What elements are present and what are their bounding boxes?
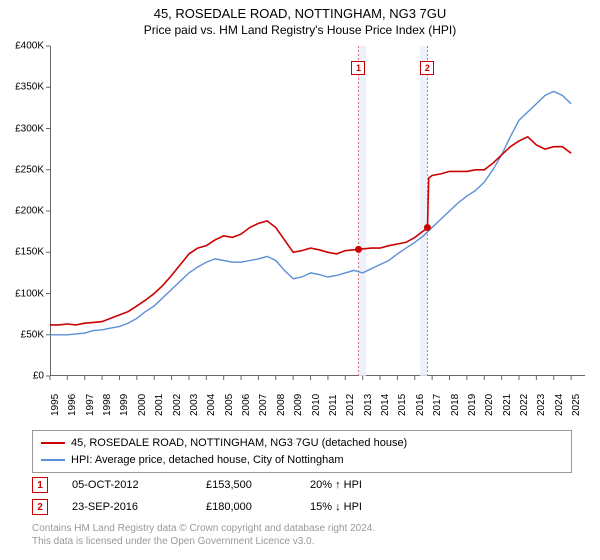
legend-label: 45, ROSEDALE ROAD, NOTTINGHAM, NG3 7GU (… — [71, 435, 407, 452]
x-tick-label: 2004 — [206, 394, 217, 416]
chart-subtitle: Price paid vs. HM Land Registry's House … — [0, 23, 600, 37]
x-tick-label: 2024 — [554, 394, 565, 416]
chart-title: 45, ROSEDALE ROAD, NOTTINGHAM, NG3 7GU — [0, 6, 600, 21]
x-tick-label: 2007 — [258, 394, 269, 416]
x-tick-label: 2011 — [328, 394, 339, 416]
x-tick-label: 1995 — [50, 394, 61, 416]
legend-row: HPI: Average price, detached house, City… — [41, 452, 563, 469]
x-axis-ticks: 1995 1996 1997 1998 1999 2000 2001 2002 2003 2004… — [50, 380, 585, 430]
x-tick-label: 2002 — [172, 394, 183, 416]
legend-row: 45, ROSEDALE ROAD, NOTTINGHAM, NG3 7GU (… — [41, 435, 563, 452]
x-tick-label: 2009 — [293, 394, 304, 416]
y-tick-label: £300K — [15, 123, 44, 134]
sale-marker-badge: 2 — [32, 499, 48, 515]
x-tick-label: 2015 — [397, 394, 408, 416]
sale-marker-row: 2 23-SEP-2016 £180,000 15% ↓ HPI — [32, 496, 572, 518]
x-tick-label: 2005 — [224, 394, 235, 416]
x-tick-label: 2023 — [536, 394, 547, 416]
x-tick-label: 2001 — [154, 394, 165, 416]
sale-markers-table: 1 05-OCT-2012 £153,500 20% ↑ HPI 2 23-SEP-201… — [32, 474, 572, 518]
legend-swatch — [41, 442, 65, 444]
x-tick-label: 2025 — [571, 394, 582, 416]
sale-marker-price: £153,500 — [206, 479, 286, 491]
y-tick-label: £350K — [15, 82, 44, 93]
y-tick-label: £50K — [21, 329, 44, 340]
titles: 45, ROSEDALE ROAD, NOTTINGHAM, NG3 7GU P… — [0, 0, 600, 37]
y-tick-label: £400K — [15, 41, 44, 52]
y-axis-ticks: £0£50K£100K£150K£200K£250K£300K£350K£400… — [0, 46, 50, 376]
sale-marker-price: £180,000 — [206, 501, 286, 513]
y-tick-label: £150K — [15, 247, 44, 258]
x-tick-label: 2003 — [189, 394, 200, 416]
sale-marker-date: 05-OCT-2012 — [72, 479, 182, 491]
x-tick-label: 2021 — [502, 394, 513, 416]
y-tick-label: £250K — [15, 164, 44, 175]
sale-marker-badge: 1 — [32, 477, 48, 493]
x-tick-label: 2020 — [484, 394, 495, 416]
x-tick-label: 1998 — [102, 394, 113, 416]
x-tick-label: 2018 — [450, 394, 461, 416]
sale-marker-date: 23-SEP-2016 — [72, 501, 182, 513]
plot-marker-1: 1 — [351, 61, 365, 75]
x-tick-label: 2012 — [345, 394, 356, 416]
plot-svg — [45, 41, 590, 381]
x-tick-label: 2013 — [363, 394, 374, 416]
x-tick-label: 2022 — [519, 394, 530, 416]
y-tick-label: £100K — [15, 288, 44, 299]
x-tick-label: 2000 — [137, 394, 148, 416]
footer-attribution: Contains HM Land Registry data © Crown c… — [32, 522, 572, 548]
footer-line-2: This data is licensed under the Open Gov… — [32, 535, 572, 548]
x-tick-label: 1997 — [85, 394, 96, 416]
x-tick-label: 1999 — [119, 394, 130, 416]
sale-marker-delta: 20% ↑ HPI — [310, 479, 420, 491]
x-tick-label: 2014 — [380, 394, 391, 416]
x-tick-label: 1996 — [67, 394, 78, 416]
legend-label: HPI: Average price, detached house, City… — [71, 452, 344, 469]
legend-swatch — [41, 459, 65, 461]
y-tick-label: £200K — [15, 206, 44, 217]
footer-line-1: Contains HM Land Registry data © Crown c… — [32, 522, 572, 535]
sale-marker-delta: 15% ↓ HPI — [310, 501, 420, 513]
x-tick-label: 2016 — [415, 394, 426, 416]
y-tick-label: £0 — [33, 371, 44, 382]
sale-marker-row: 1 05-OCT-2012 £153,500 20% ↑ HPI — [32, 474, 572, 496]
x-tick-label: 2017 — [432, 394, 443, 416]
x-tick-label: 2010 — [311, 394, 322, 416]
plot-area: 12 — [50, 46, 585, 376]
plot-marker-2: 2 — [420, 61, 434, 75]
legend: 45, ROSEDALE ROAD, NOTTINGHAM, NG3 7GU (… — [32, 430, 572, 473]
x-tick-label: 2019 — [467, 394, 478, 416]
x-tick-label: 2006 — [241, 394, 252, 416]
chart-container: 45, ROSEDALE ROAD, NOTTINGHAM, NG3 7GU P… — [0, 0, 600, 560]
x-tick-label: 2008 — [276, 394, 287, 416]
